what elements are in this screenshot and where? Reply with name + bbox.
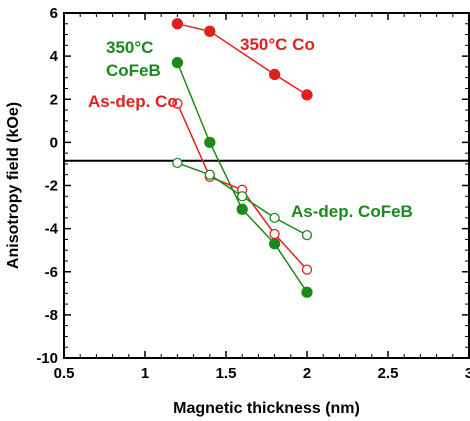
y-tick-label: 2 — [50, 91, 58, 108]
data-point — [172, 157, 183, 169]
data-point — [237, 191, 248, 202]
data-point — [269, 228, 280, 240]
y-tick-label: 4 — [50, 48, 59, 65]
y-tick-label: -4 — [45, 221, 59, 238]
x-tick-label: 1.5 — [216, 365, 237, 382]
y-tick-label: 0 — [50, 134, 58, 151]
series-line — [176, 62, 308, 293]
data-point — [268, 68, 281, 81]
x-tick-label: 1 — [141, 365, 149, 382]
annotation-label: As-dep. Co — [88, 92, 178, 111]
y-tick-label: -2 — [45, 178, 58, 195]
axes: 0.5 1 1.5 2 2.5 3 -10 -8 -6 -4 -2 0 2 4 6 — [36, 5, 470, 382]
data-point — [171, 56, 184, 69]
y-tick-label: -10 — [36, 350, 58, 367]
data-point — [172, 98, 183, 109]
x-tick-label: 0.5 — [54, 365, 75, 382]
data-point — [301, 286, 313, 298]
data-point — [301, 264, 313, 275]
y-axis-label: Anisotropy field (kOe) — [5, 102, 22, 269]
x-tick-label: 3 — [465, 365, 470, 382]
annotation-label: 350°C Co — [240, 35, 315, 54]
y-tick-label: 6 — [50, 5, 58, 22]
data-point — [268, 238, 281, 250]
series-350-c-co — [171, 18, 313, 101]
data-point — [204, 136, 216, 149]
y-tick-label: -8 — [45, 307, 58, 324]
annotations: 350°C Co 350°C CoFeB As-dep. Co As-dep. CoFe… — [88, 35, 413, 221]
x-tick-label: 2.5 — [378, 365, 399, 382]
data-point — [269, 212, 280, 223]
annotation-label: 350°C — [106, 38, 153, 57]
annotation-label: CoFeB — [106, 61, 161, 80]
data-point — [301, 89, 313, 101]
data-point — [171, 18, 184, 30]
data-point — [204, 169, 215, 180]
annotation-label: As-dep. CoFeB — [291, 202, 413, 221]
data-point — [204, 25, 216, 37]
data-point — [236, 203, 248, 215]
series-350-c-cofeb — [171, 56, 313, 298]
data-point — [301, 229, 313, 241]
y-tick-label: -6 — [45, 264, 58, 281]
series-as-dep-cofeb — [172, 157, 313, 241]
x-axis-label: Magnetic thickness (nm) — [173, 400, 360, 417]
series-line — [177, 23, 308, 96]
series-as-dep-co — [172, 98, 313, 275]
series-layer — [171, 18, 313, 298]
x-tick-label: 2 — [303, 365, 311, 382]
